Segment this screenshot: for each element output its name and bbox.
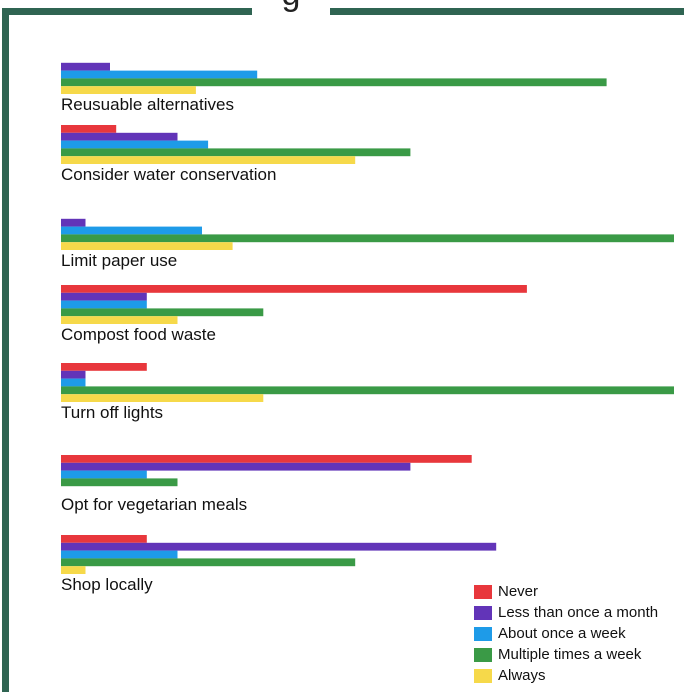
bar xyxy=(61,300,147,309)
category-label: Limit paper use xyxy=(61,251,177,270)
category-group: Compost food waste xyxy=(61,285,527,344)
bar xyxy=(61,132,178,141)
bar xyxy=(61,455,472,463)
bar xyxy=(61,78,607,87)
legend-label: Never xyxy=(498,583,539,600)
legend-label: Multiple times a week xyxy=(498,646,642,663)
legend-label: Less than once a month xyxy=(498,604,659,621)
legend-swatch xyxy=(474,647,492,662)
legend-item: Never xyxy=(474,581,680,602)
bar xyxy=(61,370,86,379)
chart-title: g xyxy=(252,0,330,14)
category-group: Opt for vegetarian meals xyxy=(61,455,472,514)
frame-border-left xyxy=(2,8,9,692)
bar xyxy=(61,550,178,559)
bar xyxy=(61,292,147,301)
legend-label: About once a week xyxy=(498,625,626,642)
legend-item: Multiple times a week xyxy=(474,644,680,665)
legend-swatch xyxy=(474,626,492,641)
bar xyxy=(61,62,110,71)
category-label: Consider water conservation xyxy=(61,165,276,184)
bar xyxy=(61,125,117,133)
bar xyxy=(61,242,233,250)
bar xyxy=(61,156,356,164)
category-group: Limit paper use xyxy=(61,218,674,270)
bar xyxy=(61,148,411,157)
bar xyxy=(61,470,147,479)
bar xyxy=(61,285,527,293)
bar xyxy=(61,226,202,235)
legend-swatch xyxy=(474,584,492,599)
bar xyxy=(61,86,196,94)
category-label: Reusuable alternatives xyxy=(61,95,234,114)
bar xyxy=(61,218,86,227)
legend: Never Less than once a month About once a … xyxy=(474,581,680,686)
category-label: Compost food waste xyxy=(61,325,216,344)
category-group: Shop locally xyxy=(61,535,497,594)
bar xyxy=(61,140,209,149)
frame-border-top-left xyxy=(2,8,252,15)
bar xyxy=(61,542,497,551)
category-group: Reusuable alternatives xyxy=(61,62,607,114)
legend-item: Less than once a month xyxy=(474,602,680,623)
bar xyxy=(61,558,356,567)
category-group: Consider water conservation xyxy=(61,125,411,184)
bar xyxy=(61,478,178,487)
legend-item: About once a week xyxy=(474,623,680,644)
legend-swatch xyxy=(474,668,492,683)
bar xyxy=(61,378,86,387)
category-label: Shop locally xyxy=(61,575,153,594)
category-label: Turn off lights xyxy=(61,403,163,422)
bar xyxy=(61,462,411,471)
bar xyxy=(61,386,674,395)
bar xyxy=(61,316,178,324)
legend-label: Always xyxy=(498,667,546,684)
bar xyxy=(61,394,264,402)
category-label: Opt for vegetarian meals xyxy=(61,495,247,514)
frame-border-top-right xyxy=(330,8,684,15)
legend-item: Always xyxy=(474,665,680,686)
bar xyxy=(61,308,264,317)
bar xyxy=(61,535,147,543)
bar xyxy=(61,234,674,243)
category-group: Turn off lights xyxy=(61,363,674,422)
legend-swatch xyxy=(474,605,492,620)
bar xyxy=(61,70,258,79)
bar xyxy=(61,363,147,371)
bar xyxy=(61,566,86,574)
